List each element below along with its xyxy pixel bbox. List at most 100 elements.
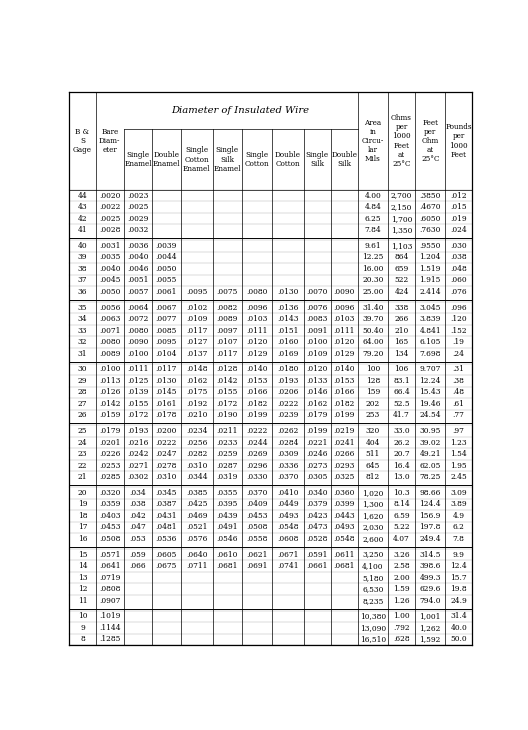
Text: .0125: .0125 bbox=[127, 377, 148, 385]
Text: 6,530: 6,530 bbox=[362, 585, 383, 593]
Text: 19.8: 19.8 bbox=[450, 585, 467, 593]
Text: .0370: .0370 bbox=[277, 473, 298, 481]
Text: 1,620: 1,620 bbox=[362, 512, 383, 520]
Text: .0199: .0199 bbox=[306, 427, 328, 435]
Text: 320: 320 bbox=[366, 427, 380, 435]
Text: 50.0: 50.0 bbox=[450, 635, 467, 643]
Text: .0067: .0067 bbox=[156, 304, 177, 312]
Text: 1.59: 1.59 bbox=[393, 585, 410, 593]
Text: 27: 27 bbox=[78, 400, 87, 408]
Text: .0139: .0139 bbox=[127, 388, 148, 396]
Text: .0153: .0153 bbox=[246, 377, 268, 385]
Text: 20.7: 20.7 bbox=[393, 450, 410, 458]
Text: .0155: .0155 bbox=[216, 388, 238, 396]
Text: .0344: .0344 bbox=[186, 473, 208, 481]
Text: .0095: .0095 bbox=[186, 288, 208, 296]
Text: .0481: .0481 bbox=[156, 523, 177, 531]
Text: .0117: .0117 bbox=[186, 326, 208, 334]
Text: .0293: .0293 bbox=[333, 461, 355, 469]
Text: .0403: .0403 bbox=[99, 512, 120, 520]
Text: .0025: .0025 bbox=[99, 215, 120, 223]
Text: .0083: .0083 bbox=[306, 315, 328, 323]
Text: 50.40: 50.40 bbox=[362, 326, 383, 334]
Text: 16: 16 bbox=[78, 535, 87, 543]
Text: .0102: .0102 bbox=[186, 304, 208, 312]
Text: .0109: .0109 bbox=[186, 315, 208, 323]
Text: 15.7: 15.7 bbox=[450, 574, 467, 582]
Text: 4.84: 4.84 bbox=[364, 203, 381, 211]
Text: .0431: .0431 bbox=[156, 512, 177, 520]
Text: .0192: .0192 bbox=[186, 400, 208, 408]
Text: .0409: .0409 bbox=[246, 500, 268, 508]
Text: .0159: .0159 bbox=[99, 412, 120, 420]
Text: .0210: .0210 bbox=[186, 412, 208, 420]
Text: .0090: .0090 bbox=[127, 338, 148, 346]
Text: .77: .77 bbox=[453, 412, 465, 420]
Text: .0521: .0521 bbox=[186, 523, 208, 531]
Text: 25.00: 25.00 bbox=[362, 288, 383, 296]
Text: 659: 659 bbox=[394, 265, 409, 273]
Text: .0310: .0310 bbox=[156, 473, 177, 481]
Text: .0336: .0336 bbox=[277, 461, 298, 469]
Text: 14: 14 bbox=[78, 562, 87, 570]
Text: 1,592: 1,592 bbox=[420, 635, 441, 643]
Text: Single
Cotton: Single Cotton bbox=[244, 151, 269, 168]
Text: .0201: .0201 bbox=[99, 439, 120, 447]
Text: 1,262: 1,262 bbox=[420, 624, 441, 632]
Text: 18: 18 bbox=[78, 512, 87, 520]
Text: B &
S
Gage: B & S Gage bbox=[73, 128, 92, 154]
Text: 9.61: 9.61 bbox=[364, 242, 381, 250]
Text: .97: .97 bbox=[453, 427, 465, 435]
Text: 812: 812 bbox=[366, 473, 380, 481]
Text: .0621: .0621 bbox=[246, 550, 268, 558]
Text: 794.0: 794.0 bbox=[419, 596, 441, 604]
Text: 12.24: 12.24 bbox=[419, 377, 441, 385]
Text: 6.2: 6.2 bbox=[453, 523, 465, 531]
Text: .0296: .0296 bbox=[246, 461, 268, 469]
Text: .0681: .0681 bbox=[333, 562, 355, 570]
Text: 33.0: 33.0 bbox=[393, 427, 410, 435]
Text: 16,510: 16,510 bbox=[360, 635, 386, 643]
Text: .0169: .0169 bbox=[277, 350, 298, 358]
Text: .0080: .0080 bbox=[99, 338, 120, 346]
Text: .0111: .0111 bbox=[333, 326, 355, 334]
Text: 31.40: 31.40 bbox=[362, 304, 383, 312]
Text: 79.20: 79.20 bbox=[362, 350, 383, 358]
Text: .0180: .0180 bbox=[277, 365, 298, 373]
Text: .0199: .0199 bbox=[333, 412, 355, 420]
Text: 1.915: 1.915 bbox=[420, 277, 441, 285]
Text: .0808: .0808 bbox=[99, 585, 120, 593]
Text: .0046: .0046 bbox=[127, 265, 149, 273]
Text: .038: .038 bbox=[450, 253, 467, 261]
Text: .0080: .0080 bbox=[127, 326, 148, 334]
Text: 210: 210 bbox=[394, 326, 409, 334]
Text: 253: 253 bbox=[366, 412, 380, 420]
Text: .0221: .0221 bbox=[306, 439, 328, 447]
Text: .059: .059 bbox=[129, 550, 146, 558]
Text: .0035: .0035 bbox=[99, 253, 120, 261]
Text: .0133: .0133 bbox=[306, 377, 328, 385]
Text: .0129: .0129 bbox=[246, 350, 268, 358]
Text: .0741: .0741 bbox=[277, 562, 298, 570]
Text: .0040: .0040 bbox=[99, 265, 120, 273]
Text: .038: .038 bbox=[129, 500, 146, 508]
Text: .24: .24 bbox=[452, 350, 465, 358]
Text: .0387: .0387 bbox=[156, 500, 177, 508]
Text: .0050: .0050 bbox=[99, 288, 120, 296]
Text: 66.4: 66.4 bbox=[393, 388, 410, 396]
Text: .0423: .0423 bbox=[306, 512, 328, 520]
Text: .0546: .0546 bbox=[216, 535, 238, 543]
Text: 1.204: 1.204 bbox=[419, 253, 441, 261]
Text: .1019: .1019 bbox=[99, 612, 120, 620]
Text: .0090: .0090 bbox=[333, 288, 355, 296]
Text: .0661: .0661 bbox=[306, 562, 328, 570]
Text: 41.7: 41.7 bbox=[393, 412, 410, 420]
Text: 522: 522 bbox=[394, 277, 409, 285]
Text: .0605: .0605 bbox=[156, 550, 177, 558]
Text: .0056: .0056 bbox=[99, 304, 120, 312]
Text: .015: .015 bbox=[450, 203, 467, 211]
Text: .0370: .0370 bbox=[246, 489, 268, 497]
Text: .0080: .0080 bbox=[246, 288, 268, 296]
Text: .0146: .0146 bbox=[306, 388, 328, 396]
Text: .0271: .0271 bbox=[127, 461, 148, 469]
